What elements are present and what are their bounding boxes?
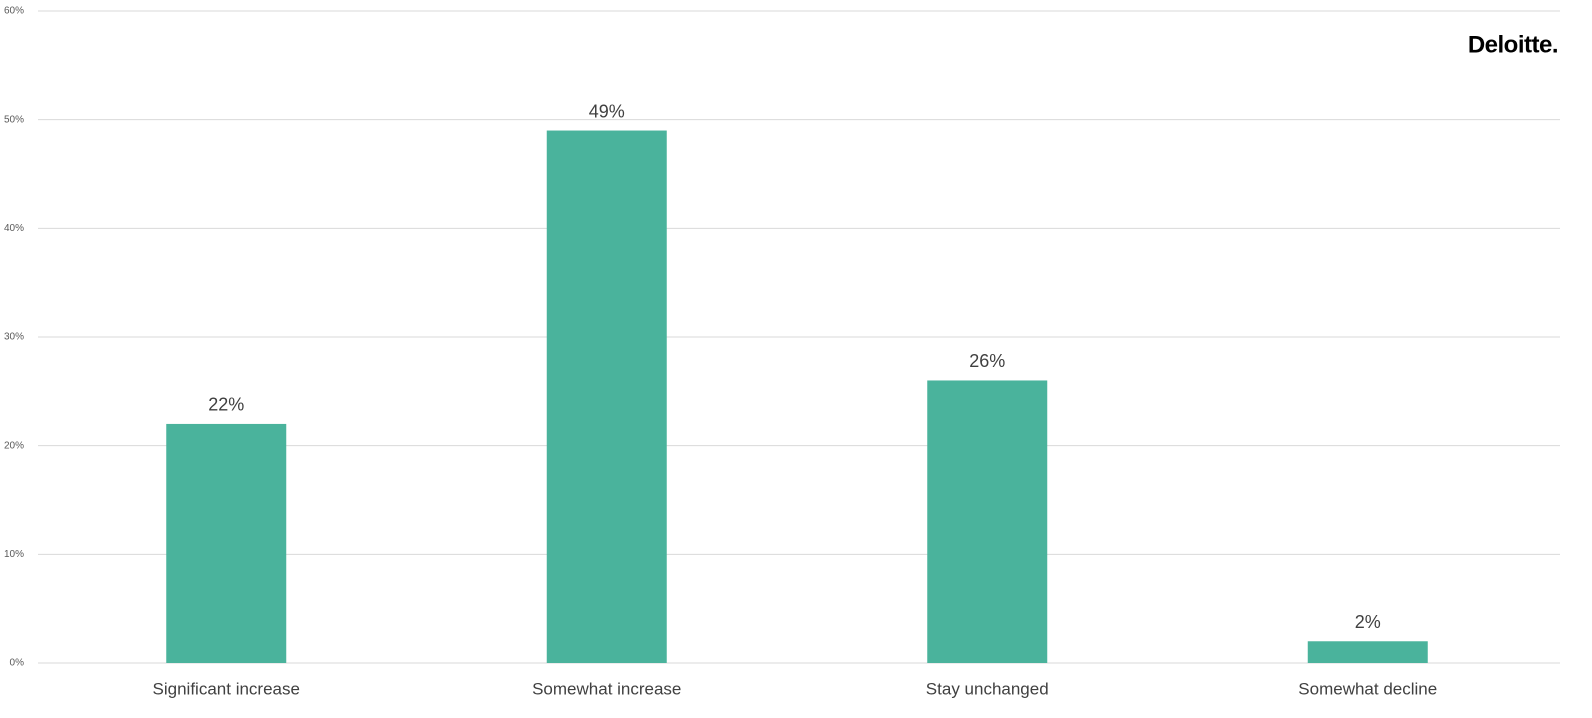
- x-tick-label: Stay unchanged: [926, 679, 1049, 698]
- bar: [166, 423, 287, 663]
- x-tick-label: Significant increase: [153, 679, 300, 698]
- value-label: 26%: [969, 351, 1005, 371]
- x-tick-label: Somewhat decline: [1298, 679, 1437, 698]
- y-tick-label: 30%: [4, 332, 24, 343]
- value-label: 22%: [208, 395, 244, 415]
- bar: [1307, 641, 1428, 663]
- x-tick-label: Somewhat increase: [532, 679, 681, 698]
- y-tick-label: 0%: [10, 658, 25, 669]
- y-tick-label: 10%: [4, 549, 24, 560]
- y-tick-label: 20%: [4, 440, 24, 451]
- logo: Deloitte.: [1468, 31, 1558, 58]
- y-tick-label: 50%: [4, 114, 24, 125]
- value-label: 2%: [1355, 612, 1381, 632]
- bar: [927, 380, 1048, 663]
- bar: [546, 130, 667, 664]
- y-tick-label: 40%: [4, 223, 24, 234]
- y-tick-label: 60%: [4, 6, 24, 17]
- value-label: 49%: [589, 101, 625, 121]
